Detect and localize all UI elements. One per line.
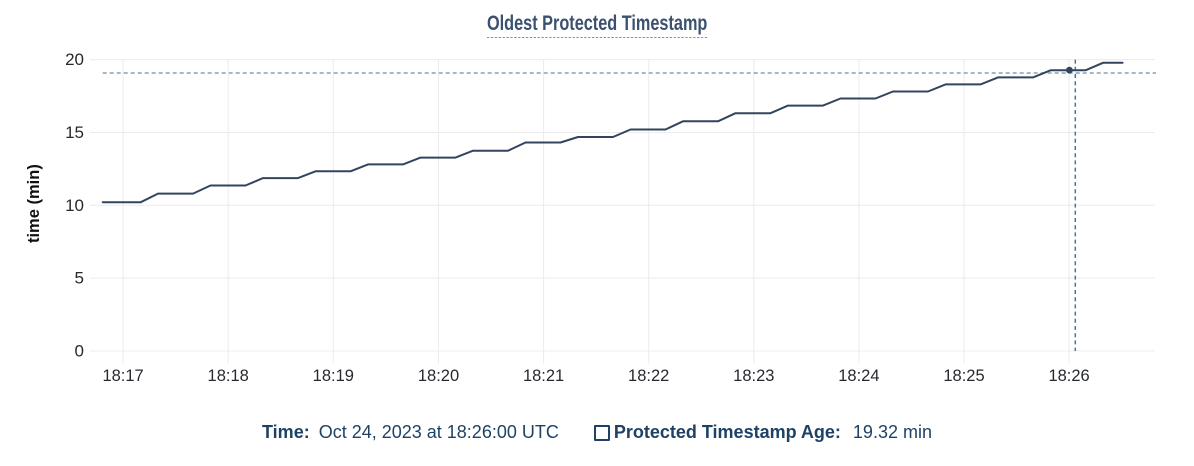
svg-text:18:25: 18:25 — [943, 367, 984, 385]
svg-text:time (min): time (min) — [25, 164, 43, 243]
svg-text:18:17: 18:17 — [102, 367, 143, 385]
svg-text:18:26: 18:26 — [1048, 367, 1089, 385]
svg-text:18:18: 18:18 — [208, 367, 249, 385]
svg-text:18:22: 18:22 — [628, 367, 669, 385]
svg-text:18:21: 18:21 — [523, 367, 564, 385]
svg-text:18:19: 18:19 — [313, 367, 354, 385]
svg-text:20: 20 — [65, 50, 84, 69]
svg-text:10: 10 — [65, 196, 84, 215]
svg-text:0: 0 — [75, 342, 84, 361]
svg-text:18:24: 18:24 — [838, 367, 879, 385]
svg-text:5: 5 — [75, 269, 84, 288]
svg-text:18:23: 18:23 — [733, 367, 774, 385]
svg-text:15: 15 — [65, 123, 84, 142]
svg-text:18:20: 18:20 — [418, 367, 459, 385]
